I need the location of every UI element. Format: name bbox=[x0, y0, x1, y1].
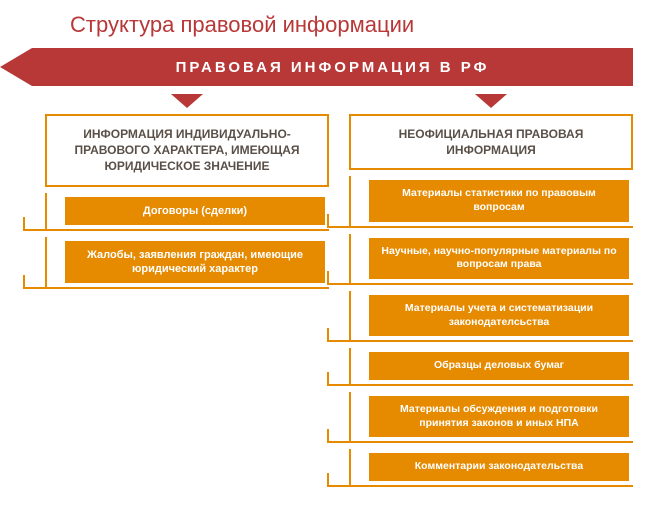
right-item-wrap: Научные, научно-популярные материалы по … bbox=[349, 234, 633, 285]
right-header: НЕОФИЦИАЛЬНАЯ ПРАВОВАЯ ИНФОРМАЦИЯ bbox=[349, 114, 633, 170]
column-left: ИНФОРМАЦИЯ ИНДИВИДУАЛЬНО-ПРАВОВОГО ХАРАК… bbox=[45, 94, 329, 487]
banner-row: ПРАВОВАЯ ИНФОРМАЦИЯ В РФ bbox=[0, 48, 651, 86]
left-item: Договоры (сделки) bbox=[65, 197, 325, 225]
right-item: Материалы обсуждения и подготовки принят… bbox=[369, 396, 629, 437]
arrow-down-icon bbox=[171, 94, 203, 108]
left-item: Жалобы, заявления граждан, имеющие юриди… bbox=[65, 241, 325, 284]
left-header: ИНФОРМАЦИЯ ИНДИВИДУАЛЬНО-ПРАВОВОГО ХАРАК… bbox=[45, 114, 329, 187]
right-item-wrap: Образцы деловых бумаг bbox=[349, 348, 633, 386]
right-item: Образцы деловых бумаг bbox=[369, 352, 629, 380]
column-right: НЕОФИЦИАЛЬНАЯ ПРАВОВАЯ ИНФОРМАЦИЯ Матери… bbox=[349, 94, 633, 487]
right-item-wrap: Материалы обсуждения и подготовки принят… bbox=[349, 392, 633, 443]
left-item-wrap: Договоры (сделки) bbox=[45, 193, 329, 231]
left-item-wrap: Жалобы, заявления граждан, имеющие юриди… bbox=[45, 237, 329, 290]
banner-arrow-left bbox=[0, 48, 32, 86]
right-item-wrap: Материалы учета и систематизации законод… bbox=[349, 291, 633, 342]
right-item-wrap: Комментарии законодательства bbox=[349, 449, 633, 487]
right-item: Научные, научно-популярные материалы по … bbox=[369, 238, 629, 279]
arrow-down-icon bbox=[475, 94, 507, 108]
right-item-wrap: Материалы статистики по правовым вопроса… bbox=[349, 176, 633, 227]
right-item: Материалы учета и систематизации законод… bbox=[369, 295, 629, 336]
page-title: Структура правовой информации bbox=[0, 0, 651, 48]
columns: ИНФОРМАЦИЯ ИНДИВИДУАЛЬНО-ПРАВОВОГО ХАРАК… bbox=[0, 94, 651, 487]
right-item: Комментарии законодательства bbox=[369, 453, 629, 481]
right-item: Материалы статистики по правовым вопроса… bbox=[369, 180, 629, 221]
banner-label: ПРАВОВАЯ ИНФОРМАЦИЯ В РФ bbox=[32, 48, 633, 86]
